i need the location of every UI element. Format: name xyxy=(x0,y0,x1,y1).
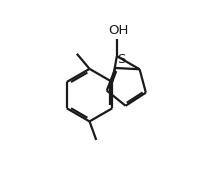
Text: OH: OH xyxy=(108,24,128,37)
Text: S: S xyxy=(117,53,125,66)
